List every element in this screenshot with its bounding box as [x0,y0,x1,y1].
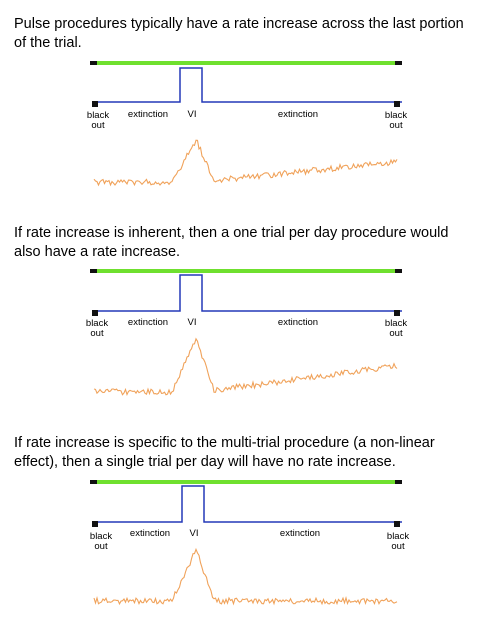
stimulus-bar [90,61,402,65]
timeline-diagram-1 [90,61,402,187]
timeline-panel-3: black out extinction VI extinction black… [0,474,480,624]
label-extinction-left: extinction [127,317,169,328]
stimulus-bar-left-end [90,480,97,484]
label-extinction-right: extinction [277,109,319,120]
caption-2: If rate increase is inherent, then a one… [14,225,449,260]
label-vi: VI [189,528,199,539]
timeline-panel-2: black out extinction VI extinction black… [0,263,480,413]
timeline-panel-1: black out extinction VI extinction black… [0,55,480,205]
schedule-line [92,67,402,103]
rate-trace [93,337,398,397]
timeline-diagram-3 [90,480,402,606]
schedule-line [92,485,402,523]
stimulus-bar-left-end [90,269,97,273]
label-blackout-left: black out [85,318,109,339]
label-blackout-left: black out [86,110,110,131]
blackout-marker-right [394,521,400,527]
label-extinction-right: extinction [277,317,319,328]
stimulus-bar-left-end [90,61,97,65]
label-extinction-left: extinction [129,528,171,539]
stimulus-bar-right-end [395,480,402,484]
schedule-line [92,274,402,312]
stimulus-bar-right-end [395,269,402,273]
caption-3: If rate increase is specific to the mult… [14,435,435,470]
blackout-marker-left [92,310,98,316]
label-extinction-right: extinction [279,528,321,539]
stimulus-bar-right-end [395,61,402,65]
label-vi: VI [187,317,197,328]
timeline-diagram-2 [90,269,402,397]
label-blackout-right: black out [384,110,408,131]
label-extinction-left: extinction [127,109,169,120]
stimulus-bar [90,480,402,484]
caption-1: Pulse procedures typically have a rate i… [14,16,464,51]
blackout-marker-right [394,101,400,107]
rate-trace [93,139,398,187]
label-vi: VI [187,109,197,120]
rate-trace [93,547,398,606]
blackout-marker-left [92,521,98,527]
blackout-marker-right [394,310,400,316]
label-blackout-right: black out [384,318,408,339]
label-blackout-right: black out [386,531,410,552]
stimulus-bar [90,269,402,273]
blackout-marker-left [92,101,98,107]
label-blackout-left: black out [89,531,113,552]
